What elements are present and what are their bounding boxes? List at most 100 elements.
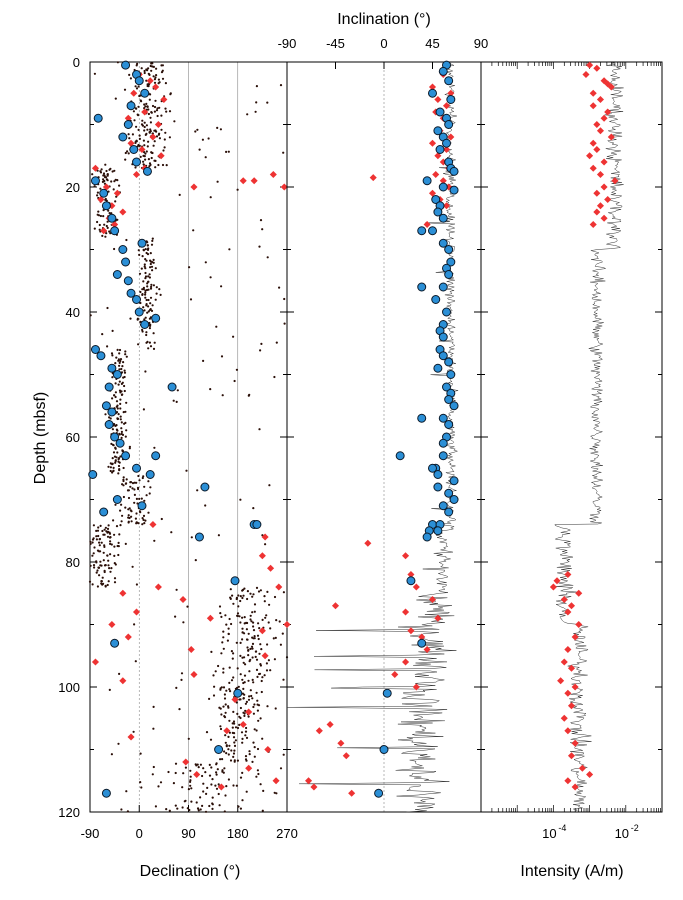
intensity-excursion-point [564,645,572,654]
declination-point [141,328,144,331]
declination-point [228,248,231,251]
declination-point [238,615,241,618]
declination-point [233,741,236,744]
declination-point [147,158,150,161]
declination-point [148,273,151,276]
declination-point [243,616,246,619]
declination-point [143,522,146,525]
declination-point [111,376,114,379]
declination-point [258,652,261,655]
declination-point [153,341,156,344]
declination-point [248,695,251,698]
declination-point [242,661,245,664]
declination-point [125,482,128,485]
declination-point [144,275,148,278]
declination-point [123,389,126,393]
declination-point [220,285,223,288]
declination-point [101,333,104,336]
declination-point [96,549,100,552]
declination-point [232,602,235,605]
declination-point [215,762,218,765]
declination-discrete-point [145,470,155,479]
declination-point [199,808,202,811]
inclination-tick-label: 90 [474,36,488,51]
declination-point [214,784,217,787]
declination-discrete-point [121,257,131,267]
declination-discrete-point [151,313,161,323]
declination-point [115,456,118,459]
declination-point [245,736,249,740]
declination-point [155,286,158,289]
declination-point [202,359,205,362]
declination-point [143,71,146,75]
declination-point [251,647,254,650]
declination-point [219,707,222,710]
declination-point [209,276,212,279]
inclination-discrete-point [417,638,427,648]
declination-point [111,354,114,357]
declination-point [251,656,254,659]
declination-point [245,621,248,625]
intensity-panel: 10 -4 10 -2 [480,61,663,841]
declination-point [266,590,269,594]
inclination-excursion-point [428,83,437,91]
declination-point [243,632,246,635]
declination-point [227,735,230,739]
declination-point [202,790,205,793]
intensity-excursion-point [607,83,615,91]
declination-excursion-point [261,652,269,660]
declination-point [225,150,228,153]
declination-point [222,667,225,670]
declination-point [158,132,161,135]
inclination-discrete-point [417,282,427,292]
declination-point [224,734,227,737]
declination-point [246,113,249,116]
declination-excursion-point [124,633,132,641]
depth-tick-label: 100 [58,680,80,695]
declination-point [201,804,204,808]
declination-point [117,359,120,362]
declination-point [142,475,145,478]
intensity-excursion-point [582,70,590,79]
intensity-excursion-point [611,177,619,185]
declination-point [96,191,99,194]
declination-point [135,87,139,90]
declination-point [162,149,165,152]
declination-point [91,554,94,557]
declination-point [144,258,147,261]
declination-point [224,794,227,797]
declination-point [148,73,151,76]
declination-point [231,594,234,597]
declination-point [120,503,123,506]
declination-point [116,218,119,221]
declination-point [251,697,254,700]
declination-point [178,193,181,196]
declination-point [259,783,262,786]
declination-point [268,603,271,606]
inclination-excursion-point [402,552,410,560]
declination-excursion-point [264,745,272,754]
declination-excursion-point [187,645,195,654]
declination-point [153,140,156,143]
declination-point [102,559,105,562]
declination-point [227,753,230,756]
declination-point [194,559,197,562]
declination-point [122,361,125,364]
declination-point [106,173,109,176]
declination-point [124,151,127,155]
declination-point [219,758,222,761]
declination-point [144,370,147,373]
declination-discrete-point [90,176,100,186]
declination-point [114,200,117,203]
inclination-discrete-point [428,88,437,98]
intensity-frame [480,61,663,813]
inclination-excursion-point [283,620,291,629]
inclination-discrete-point [417,226,427,236]
declination-point [260,690,263,694]
declination-point [142,408,145,411]
declination-point [98,541,101,544]
declination-point [99,171,103,174]
declination-point [266,256,269,259]
declination-discrete-point [112,370,122,379]
inclination-excursion-point [447,89,455,97]
